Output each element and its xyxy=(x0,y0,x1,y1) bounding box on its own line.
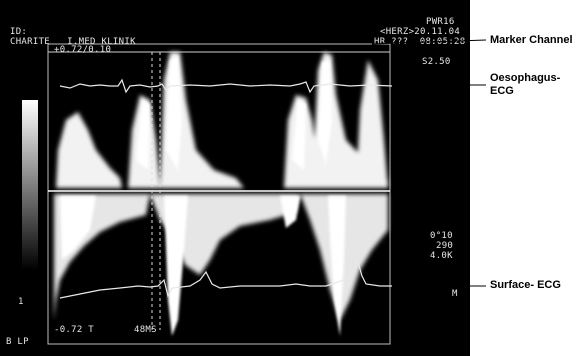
callout-marker-channel: Marker Channel xyxy=(490,34,573,47)
header-hr-time: HR ??? 08:05:28 xyxy=(374,37,466,47)
doppler-display xyxy=(22,43,393,345)
callout-surface-ecg-text: Surface- ECG xyxy=(490,279,561,291)
param-line-1: 0°10 xyxy=(430,231,453,241)
channel-letter: M xyxy=(452,289,458,299)
display-frame xyxy=(47,43,391,345)
sweep-speed: S2.50 xyxy=(422,57,451,67)
top-scale: +0.72/0.10 xyxy=(54,45,112,55)
header-mode: PWR16 xyxy=(426,17,455,27)
bottom-scale: -0.72 T xyxy=(54,325,95,335)
param-line-3: 4.0K xyxy=(430,251,453,261)
grayscale-bar xyxy=(22,100,38,270)
lower-spectrum-peaks xyxy=(60,196,346,336)
header-date: <HERZ>20.11.04 xyxy=(380,27,461,37)
doppler-screen: ID: CHARITE I.MED KLINIK PWR16 <HERZ>20.… xyxy=(0,0,470,356)
upper-spectrum xyxy=(56,52,388,188)
header-id: ID: xyxy=(10,27,28,37)
callout-oesophagus-ecg: Oesophagus- ECG xyxy=(490,72,560,98)
callout-surface-ecg: Surface- ECG xyxy=(490,279,561,292)
bottom-left-label: B LP xyxy=(6,337,29,347)
bottom-time: 48MS xyxy=(134,325,157,335)
param-line-2: 290 xyxy=(436,241,454,251)
upper-spectrum-peaks xyxy=(136,56,332,170)
callout-oesophagus-line1: Oesophagus- xyxy=(490,72,561,84)
surface-ecg-trace xyxy=(59,260,392,299)
left-marker: 1 xyxy=(18,297,24,307)
header-clinic: CHARITE I.MED KLINIK xyxy=(10,37,136,47)
callout-oesophagus-line2: ECG xyxy=(490,85,514,97)
oesophagus-ecg-trace xyxy=(59,78,393,94)
callout-marker-channel-text: Marker Channel xyxy=(490,34,573,46)
